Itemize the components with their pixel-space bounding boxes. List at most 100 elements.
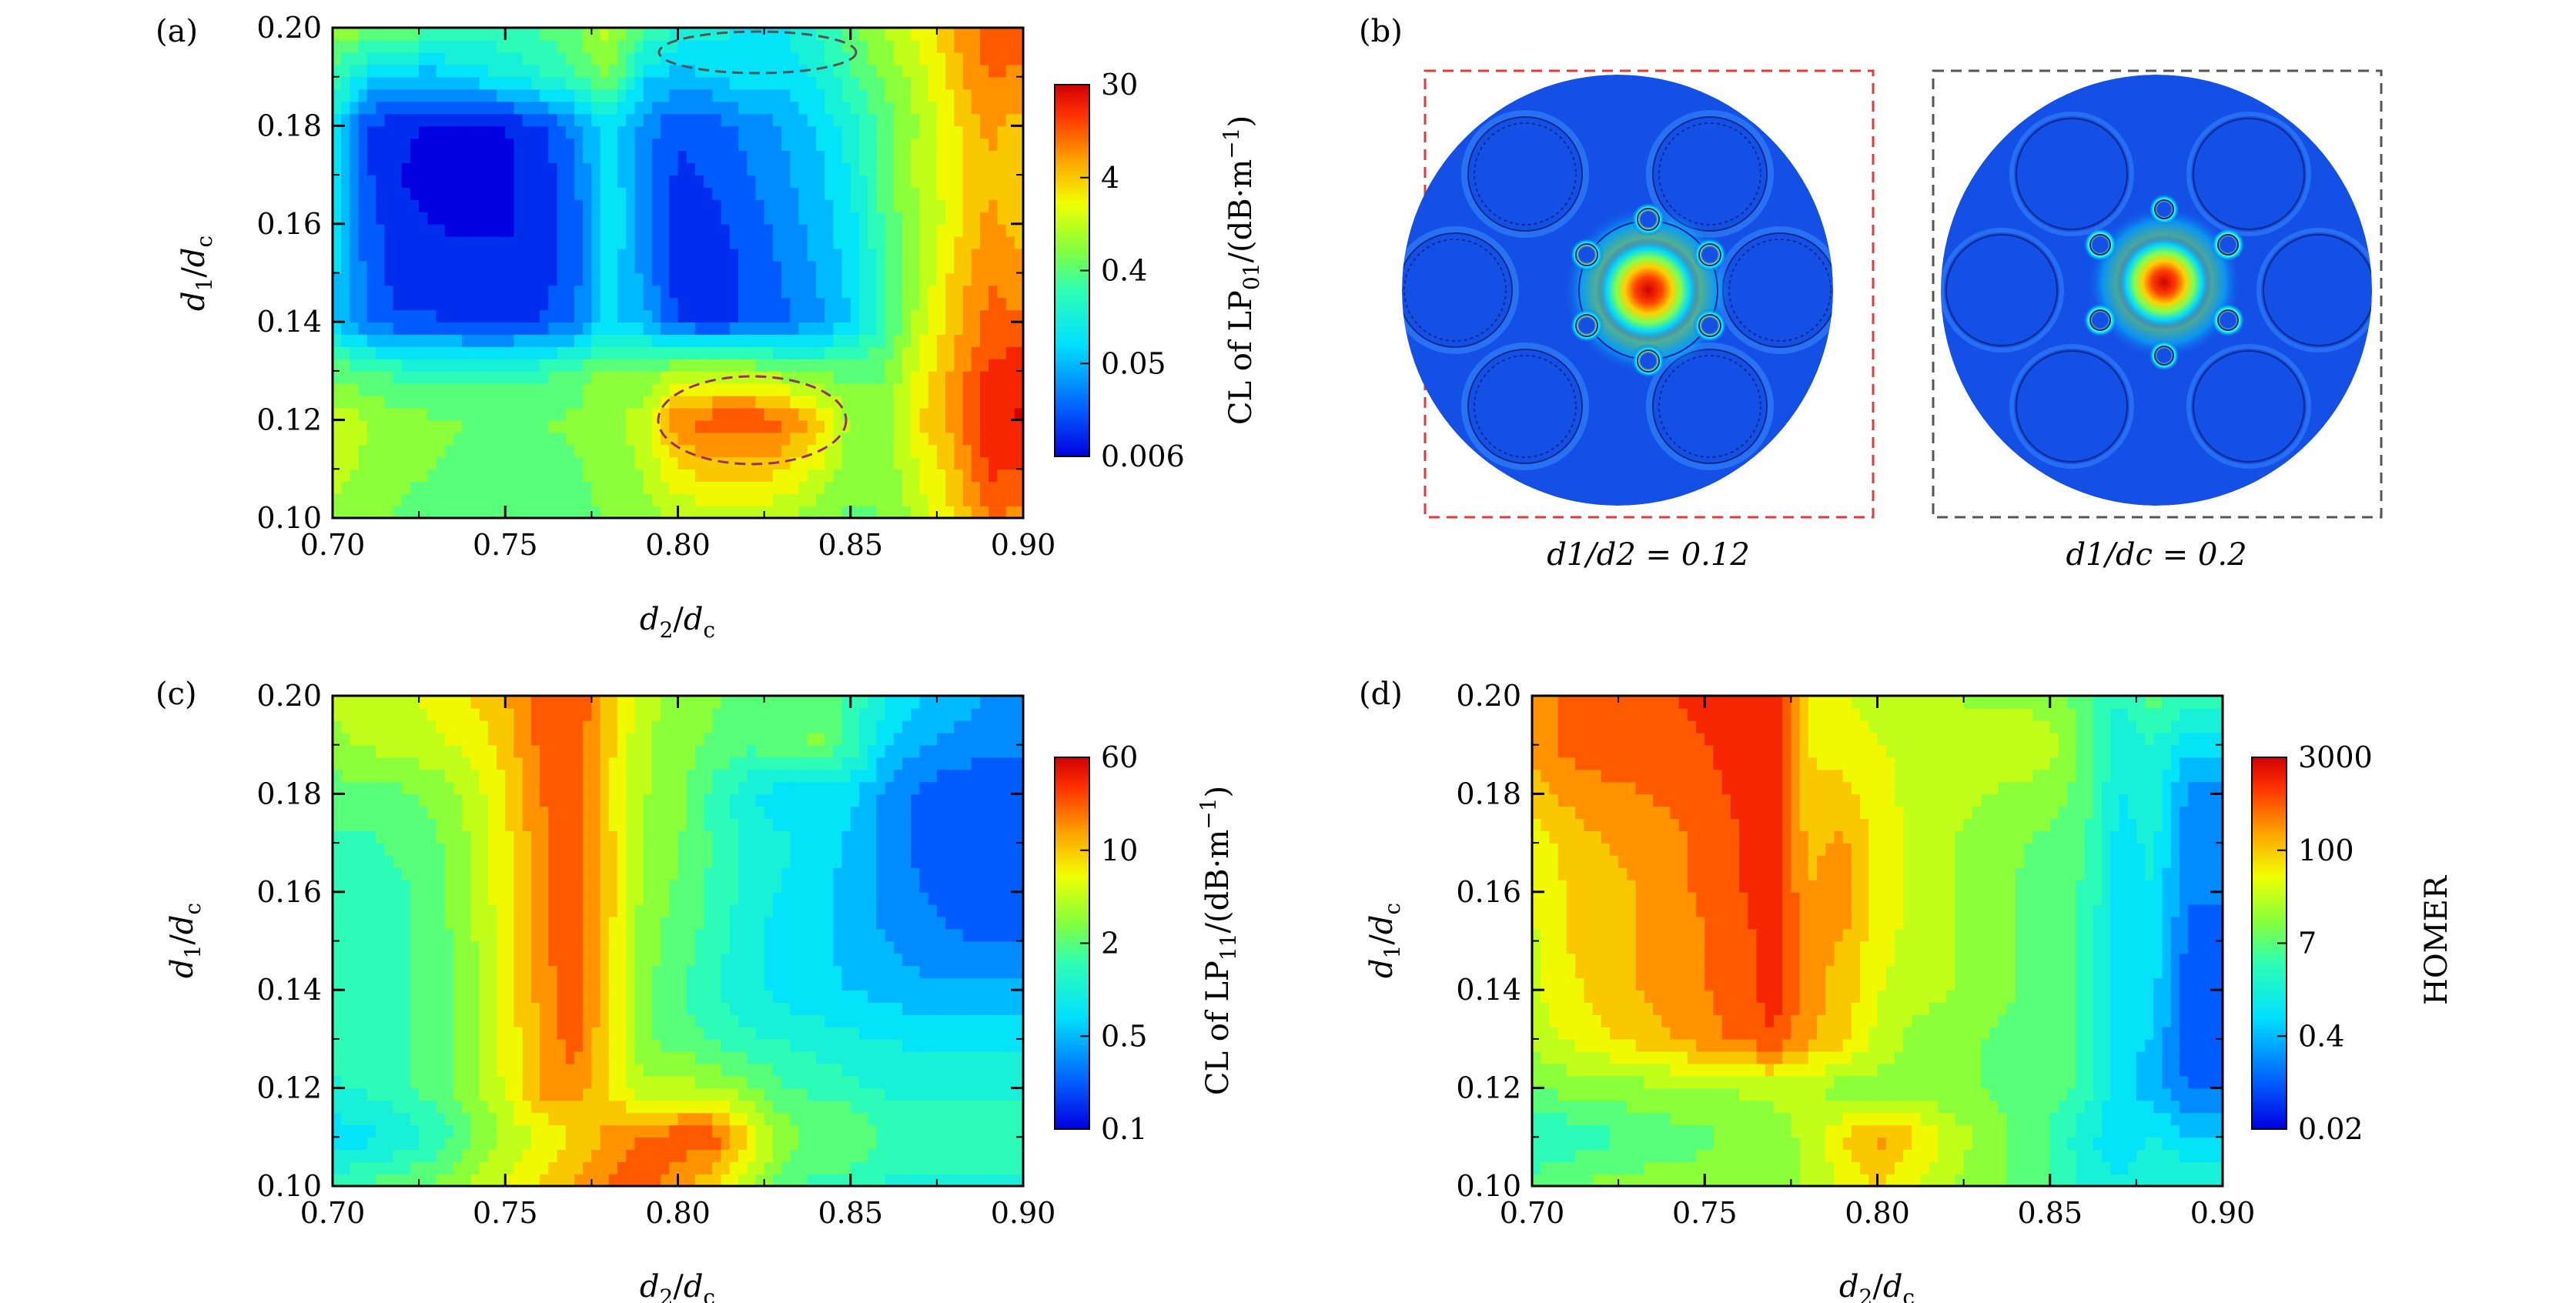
heatmap-cell [876, 211, 886, 225]
heatmap-cell [815, 39, 825, 53]
heatmap-cell [841, 1137, 851, 1151]
heatmap-cell [514, 113, 524, 127]
heatmap-cell [393, 199, 403, 212]
heatmap-cell [530, 370, 540, 384]
heatmap-cell [591, 506, 601, 519]
heatmap-cell [815, 175, 825, 188]
heatmap-cell [333, 89, 343, 102]
heatmap-cell [858, 211, 868, 225]
heatmap-cell [626, 101, 636, 115]
heatmap-cell [522, 260, 532, 274]
heatmap-cell [694, 76, 704, 90]
x-tick-label: 0.70 [300, 528, 366, 562]
heatmap-cell [893, 1149, 903, 1162]
heatmap-cell [772, 285, 782, 299]
heatmap-cell [807, 125, 817, 139]
heatmap-cell [358, 1124, 368, 1138]
heatmap-cell [893, 297, 903, 311]
heatmap-cell [410, 928, 420, 942]
heatmap-cell [971, 52, 981, 65]
heatmap-cell [893, 1026, 903, 1040]
heatmap-cell [868, 113, 878, 127]
heatmap-cell [470, 928, 480, 942]
heatmap-cell [358, 469, 368, 483]
heatmap-cell [850, 187, 860, 200]
heatmap-cell [350, 904, 360, 917]
heatmap-cell [393, 76, 403, 90]
heatmap-cell [936, 39, 946, 53]
heatmap-cell [807, 1051, 817, 1064]
heatmap-cell [419, 1051, 429, 1064]
heatmap-cell [617, 1063, 627, 1077]
heatmap-cell [350, 138, 360, 152]
heatmap-cell [591, 1051, 601, 1064]
heatmap-cell [1005, 76, 1015, 90]
heatmap-cell [557, 39, 567, 53]
heatmap-cell [530, 1137, 540, 1151]
heatmap-cell [755, 1075, 765, 1089]
heatmap-cell [505, 506, 515, 519]
heatmap-cell [772, 322, 782, 335]
heatmap-cell [634, 1038, 644, 1052]
heatmap-cell [419, 125, 429, 139]
heatmap-cell [712, 248, 722, 262]
heatmap-cell [366, 28, 376, 41]
heatmap-cell [530, 272, 540, 286]
heatmap-cell [376, 904, 386, 917]
heatmap-cell [979, 89, 989, 102]
heatmap-cell [410, 334, 420, 347]
heatmap-cell [885, 39, 895, 53]
heatmap-cell [419, 940, 429, 954]
heatmap-cell [876, 432, 886, 446]
heatmap-cell [729, 506, 739, 519]
heatmap-cell [333, 223, 343, 237]
heatmap-cell [557, 150, 567, 163]
heatmap-cell [591, 113, 601, 127]
heatmap-cell [366, 432, 376, 446]
heatmap-cell [747, 1075, 757, 1089]
heatmap-cell [487, 1014, 497, 1027]
heatmap-cell [669, 481, 679, 494]
heatmap-cell [470, 162, 480, 175]
heatmap-cell [781, 52, 791, 65]
heatmap-cell [764, 162, 774, 175]
heatmap-cell [833, 1075, 843, 1089]
heatmap-cell [962, 346, 972, 359]
heatmap-cell [781, 977, 791, 991]
heatmap-cell [427, 506, 437, 519]
heatmap-cell [643, 977, 653, 991]
heatmap-cell [557, 407, 567, 421]
heatmap-cell [902, 187, 912, 200]
heatmap-cell [962, 187, 972, 200]
heatmap-cell [600, 1026, 610, 1040]
heatmap-cell [600, 395, 610, 409]
heatmap-cell [651, 162, 661, 175]
heatmap-cell [979, 493, 989, 506]
heatmap-cell [764, 493, 774, 506]
heatmap-cell [971, 395, 981, 409]
heatmap-cell [626, 358, 636, 372]
heatmap-cell [669, 965, 679, 979]
heatmap-cell [341, 977, 351, 991]
heatmap-cell [427, 1051, 437, 1064]
heatmap-cell [350, 150, 360, 163]
heatmap-cell [479, 940, 489, 954]
heatmap-cell [393, 1161, 403, 1174]
heatmap-cell [479, 236, 489, 249]
heatmap-cell [333, 1174, 343, 1187]
heatmap-cell [497, 101, 507, 115]
heatmap-cell [893, 383, 903, 396]
heatmap-cell [479, 444, 489, 458]
heatmap-cell [954, 1100, 964, 1114]
heatmap-cell [634, 309, 644, 322]
heatmap-cell [712, 89, 722, 102]
heatmap-cell [384, 1149, 394, 1162]
heatmap-cell [729, 162, 739, 175]
heatmap-cell [651, 1014, 661, 1027]
heatmap-cell [928, 346, 938, 359]
heatmap-cell [919, 481, 929, 494]
heatmap-cell [505, 1149, 515, 1162]
heatmap-cell [436, 138, 446, 152]
heatmap-cell [1005, 248, 1015, 262]
heatmap-cell [858, 1112, 868, 1126]
